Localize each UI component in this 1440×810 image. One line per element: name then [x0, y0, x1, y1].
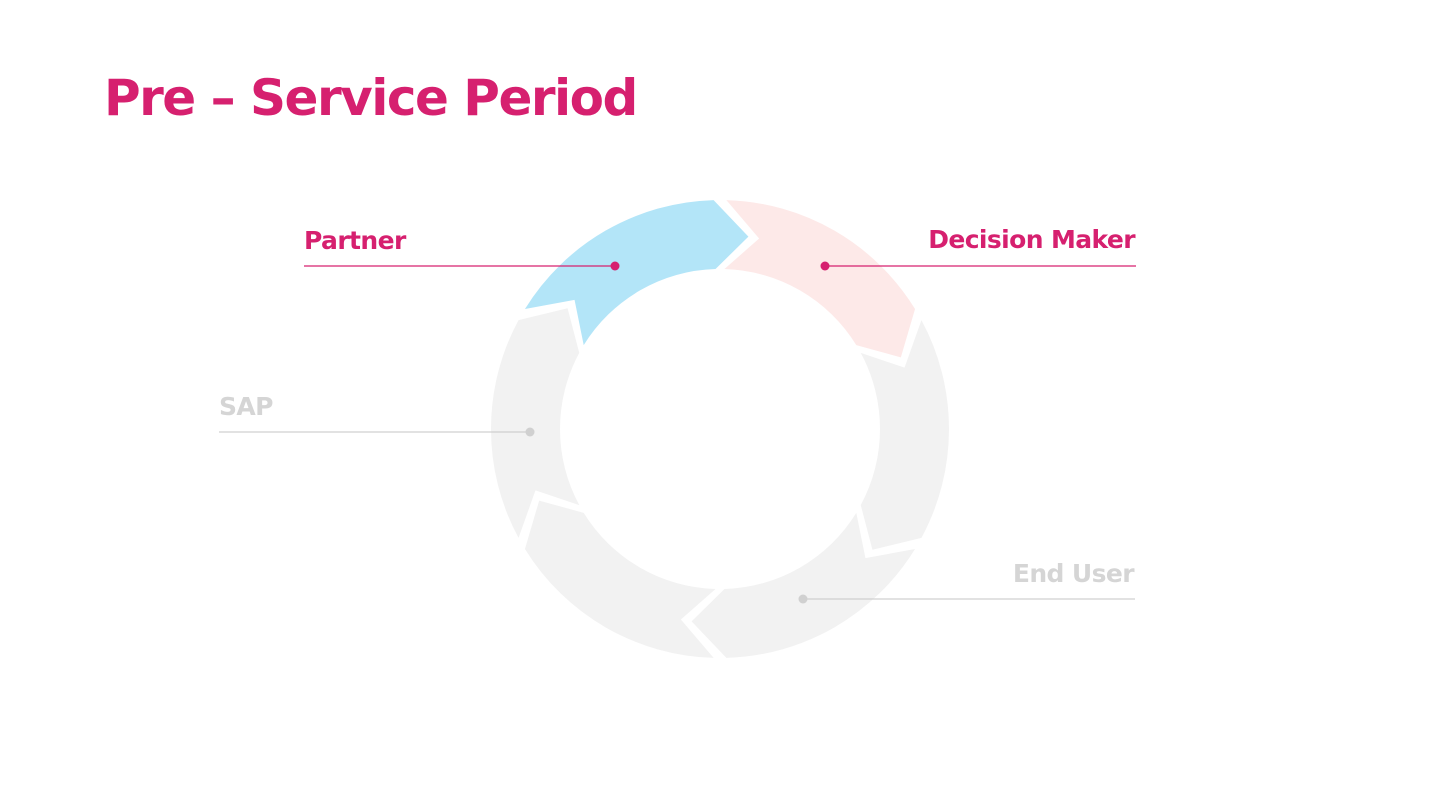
label-end-user: End User: [1012, 559, 1135, 588]
sap-leader-dot: [525, 427, 535, 437]
page-title: Pre – Service Period: [104, 69, 638, 127]
label-partner: Partner: [304, 226, 406, 255]
segment-partner: [524, 200, 749, 346]
callout-lines: [219, 261, 1136, 604]
segment-end-user: [691, 512, 916, 658]
label-sap: SAP: [219, 392, 273, 421]
partner-leader-dot: [610, 261, 620, 271]
segment-right: [860, 320, 950, 550]
segment-sap: [490, 308, 580, 538]
segment-bottom-left: [524, 500, 716, 658]
decision-maker-leader-dot: [820, 261, 830, 271]
end-user-leader-dot: [798, 594, 808, 604]
cycle-segments: [490, 200, 950, 658]
label-decision-maker: Decision Maker: [928, 225, 1135, 254]
segment-decision-maker: [724, 200, 916, 358]
